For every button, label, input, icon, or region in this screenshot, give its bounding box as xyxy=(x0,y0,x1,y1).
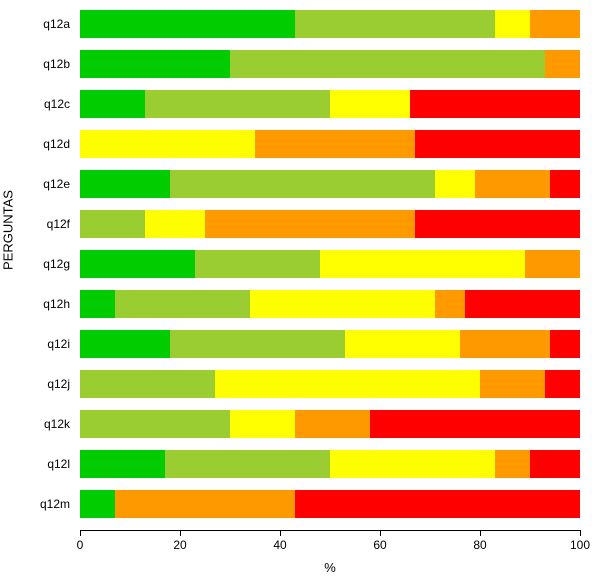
x-tick xyxy=(280,530,281,536)
bar-row xyxy=(80,10,580,38)
bar-segment xyxy=(415,210,580,238)
x-tick-label: 20 xyxy=(173,538,186,552)
bar-segment xyxy=(80,10,295,38)
bar-row xyxy=(80,250,580,278)
category-label: q12g xyxy=(0,250,70,278)
bar-segment xyxy=(80,250,195,278)
bar-segment xyxy=(80,330,170,358)
bar-segment xyxy=(330,450,495,478)
bar-row xyxy=(80,90,580,118)
bar-segment xyxy=(115,290,250,318)
bar-segment xyxy=(80,210,145,238)
bar-segment xyxy=(410,90,580,118)
category-label: q12b xyxy=(0,50,70,78)
bar-segment xyxy=(495,450,530,478)
category-label: q12f xyxy=(0,210,70,238)
x-tick-label: 40 xyxy=(273,538,286,552)
plot-area xyxy=(80,10,580,530)
bar-segment xyxy=(145,210,205,238)
bar-segment xyxy=(530,450,580,478)
bar-row xyxy=(80,290,580,318)
category-label: q12c xyxy=(0,90,70,118)
category-label: q12h xyxy=(0,290,70,318)
bar-segment xyxy=(295,410,370,438)
bar-segment xyxy=(530,10,580,38)
x-tick xyxy=(380,530,381,536)
x-tick xyxy=(80,530,81,536)
bar-segment xyxy=(80,370,215,398)
bar-segment xyxy=(320,250,525,278)
bar-segment xyxy=(255,130,415,158)
stacked-bar-chart: PERGUNTAS q12aq12bq12cq12dq12eq12fq12gq1… xyxy=(0,0,600,585)
bar-segment xyxy=(480,370,545,398)
category-label: q12j xyxy=(0,370,70,398)
bar-segment xyxy=(435,170,475,198)
bar-segment xyxy=(475,170,550,198)
bar-segment xyxy=(80,50,230,78)
bar-segment xyxy=(545,50,580,78)
bar-segment xyxy=(435,290,465,318)
bar-segment xyxy=(230,50,545,78)
bar-segment xyxy=(460,330,550,358)
bar-segment xyxy=(295,490,580,518)
x-tick-label: 100 xyxy=(570,538,590,552)
bar-segment xyxy=(525,250,580,278)
bar-segment xyxy=(250,290,435,318)
x-tick-label: 80 xyxy=(473,538,486,552)
bar-segment xyxy=(145,90,330,118)
x-tick-label: 60 xyxy=(373,538,386,552)
bar-row xyxy=(80,210,580,238)
bar-segment xyxy=(80,170,170,198)
bar-segment xyxy=(545,370,580,398)
bar-segment xyxy=(80,90,145,118)
bar-segment xyxy=(165,450,330,478)
bar-segment xyxy=(550,330,580,358)
category-label: q12e xyxy=(0,170,70,198)
bar-segment xyxy=(195,250,320,278)
bar-segment xyxy=(550,170,580,198)
x-axis-title: % xyxy=(80,560,580,575)
bar-segment xyxy=(80,490,115,518)
bar-segment xyxy=(80,450,165,478)
x-axis-line xyxy=(80,530,580,531)
bar-segment xyxy=(495,10,530,38)
bar-segment xyxy=(345,330,460,358)
category-label: q12l xyxy=(0,450,70,478)
x-tick-label: 0 xyxy=(77,538,84,552)
bar-row xyxy=(80,130,580,158)
bar-row xyxy=(80,170,580,198)
bar-segment xyxy=(330,90,410,118)
bar-segment xyxy=(170,170,435,198)
bar-segment xyxy=(215,370,480,398)
bar-row xyxy=(80,50,580,78)
x-tick xyxy=(580,530,581,536)
bar-segment xyxy=(80,410,230,438)
bar-row xyxy=(80,410,580,438)
category-label: q12a xyxy=(0,10,70,38)
bar-row xyxy=(80,370,580,398)
bar-row xyxy=(80,490,580,518)
x-tick xyxy=(180,530,181,536)
bar-segment xyxy=(170,330,345,358)
bar-segment xyxy=(370,410,580,438)
x-tick xyxy=(480,530,481,536)
category-label: q12i xyxy=(0,330,70,358)
category-label: q12d xyxy=(0,130,70,158)
bar-segment xyxy=(295,10,495,38)
bar-segment xyxy=(205,210,415,238)
bar-segment xyxy=(465,290,580,318)
bar-row xyxy=(80,330,580,358)
bar-row xyxy=(80,450,580,478)
x-axis: 020406080100 xyxy=(80,530,580,560)
bar-segment xyxy=(415,130,580,158)
category-label: q12k xyxy=(0,410,70,438)
bar-segment xyxy=(80,290,115,318)
bar-segment xyxy=(80,130,255,158)
category-label: q12m xyxy=(0,490,70,518)
bar-segment xyxy=(115,490,295,518)
bar-segment xyxy=(230,410,295,438)
